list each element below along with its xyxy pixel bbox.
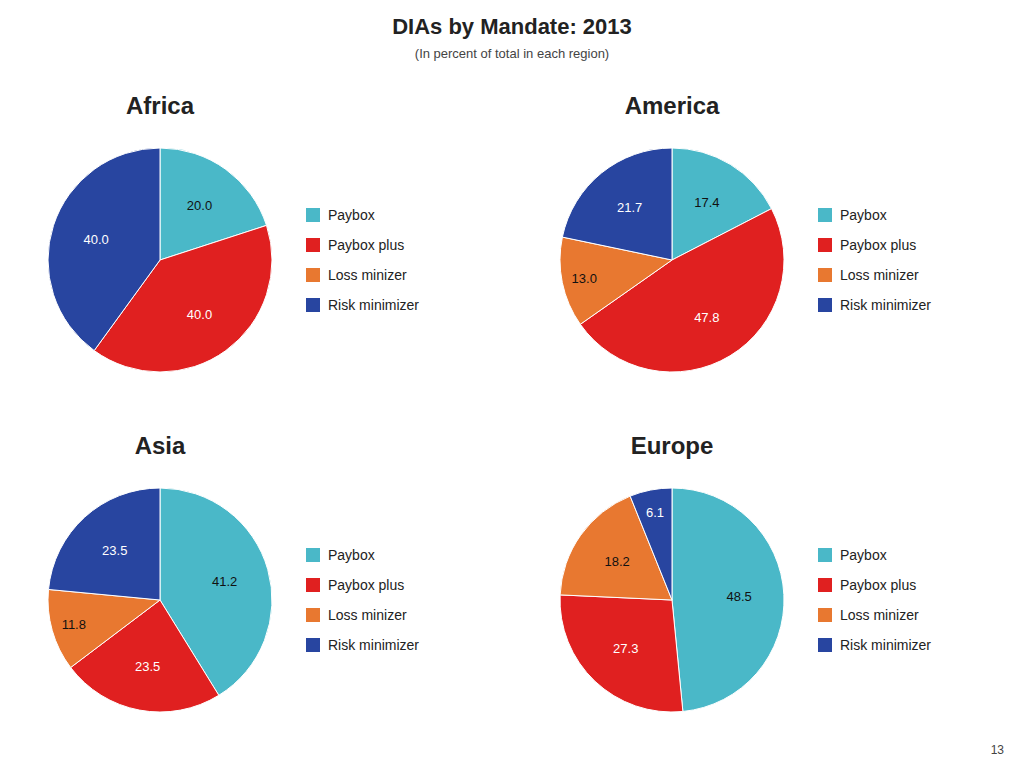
legend-entry: Loss minizer: [328, 267, 407, 283]
legend-entry: Paybox: [328, 547, 375, 563]
data-label: 18.2: [605, 554, 630, 569]
legend-entry: Paybox plus: [328, 577, 404, 593]
subtitle: (In percent of total in each region): [415, 46, 609, 61]
data-label: 23.5: [102, 543, 127, 558]
legend-entry: Paybox: [840, 207, 887, 223]
data-label: 6.1: [646, 505, 664, 520]
legend: Paybox Paybox plus Loss minizer Risk minimi…: [818, 207, 931, 313]
pie-slice: [562, 148, 672, 260]
legend-swatch: [306, 548, 320, 562]
legend-swatch: [306, 298, 320, 312]
legend-swatch: [306, 578, 320, 592]
legend-entry: Loss minizer: [840, 607, 919, 623]
chart: DIAs by Mandate: 2013 (In percent of tota…: [0, 0, 1024, 768]
pie-slice: [560, 595, 683, 712]
slices: [560, 148, 784, 372]
legend-swatch: [306, 268, 320, 282]
title: DIAs by Mandate: 2013: [392, 14, 632, 39]
pie-title: Europe: [631, 432, 714, 459]
legend-entry: Paybox plus: [840, 577, 916, 593]
data-label: 21.7: [617, 200, 642, 215]
data-label: 41.2: [212, 574, 237, 589]
legend-swatch: [818, 548, 832, 562]
legend-swatch: [818, 238, 832, 252]
data-labels: 41.2 23.5 11.8 23.5: [62, 543, 238, 674]
data-label: 11.8: [62, 617, 86, 632]
pie-group: America 17.4 47.8 13.0 21.7 Paybox Paybox plus…: [560, 92, 931, 372]
pie-slice: [630, 488, 672, 600]
pie-slice: [48, 488, 160, 600]
data-label: 20.0: [187, 198, 212, 213]
legend-swatch: [306, 638, 320, 652]
pie-slice: [48, 148, 160, 351]
pie-slice: [48, 589, 160, 667]
data-labels: 20.0 40.0 40.0: [83, 198, 212, 322]
legend-entry: Paybox plus: [328, 237, 404, 253]
legend-entry: Risk minimizer: [840, 637, 931, 653]
page-number: 13: [991, 743, 1005, 757]
legend-swatch: [818, 208, 832, 222]
legend-swatch: [818, 608, 832, 622]
pie-group: Asia 41.2 23.5 11.8 23.5 Paybox Paybox plus Los…: [48, 432, 419, 712]
data-label: 27.3: [613, 641, 638, 656]
legend-entry: Loss minizer: [840, 267, 919, 283]
legend-entry: Paybox: [840, 547, 887, 563]
pie-slice: [672, 488, 784, 711]
legend-swatch: [818, 578, 832, 592]
data-label: 17.4: [694, 195, 719, 210]
pie-group: Europe 48.5 27.3 18.2 6.1 Paybox Paybox plus Lo…: [560, 432, 931, 712]
pie-group: Africa 20.0 40.0 40.0 Paybox Paybox plus Loss …: [48, 92, 419, 372]
legend-swatch: [818, 268, 832, 282]
pie-title: America: [625, 92, 720, 119]
legend-swatch: [818, 638, 832, 652]
slices: [48, 148, 272, 372]
data-label: 48.5: [726, 589, 751, 604]
slices: [560, 488, 784, 712]
legend-swatch: [306, 238, 320, 252]
legend-entry: Risk minimizer: [840, 297, 931, 313]
legend-entry: Loss minizer: [328, 607, 407, 623]
legend-entry: Risk minimizer: [328, 637, 419, 653]
pie-title: Asia: [135, 432, 186, 459]
legend: Paybox Paybox plus Loss minizer Risk minimi…: [306, 547, 419, 653]
pie-title: Africa: [126, 92, 195, 119]
data-label: 23.5: [135, 659, 160, 674]
legend: Paybox Paybox plus Loss minizer Risk minimi…: [818, 547, 931, 653]
data-label: 40.0: [83, 232, 108, 247]
data-labels: 48.5 27.3 18.2 6.1: [605, 505, 752, 657]
data-label: 13.0: [572, 271, 597, 286]
slices: [48, 488, 272, 712]
legend-entry: Paybox: [328, 207, 375, 223]
legend-entry: Risk minimizer: [328, 297, 419, 313]
data-labels: 17.4 47.8 13.0 21.7: [572, 195, 720, 325]
data-label: 40.0: [187, 307, 212, 322]
data-label: 47.8: [694, 310, 719, 325]
legend: Paybox Paybox plus Loss minizer Risk minimi…: [306, 207, 419, 313]
legend-entry: Paybox plus: [840, 237, 916, 253]
legend-swatch: [306, 608, 320, 622]
legend-swatch: [306, 208, 320, 222]
legend-swatch: [818, 298, 832, 312]
